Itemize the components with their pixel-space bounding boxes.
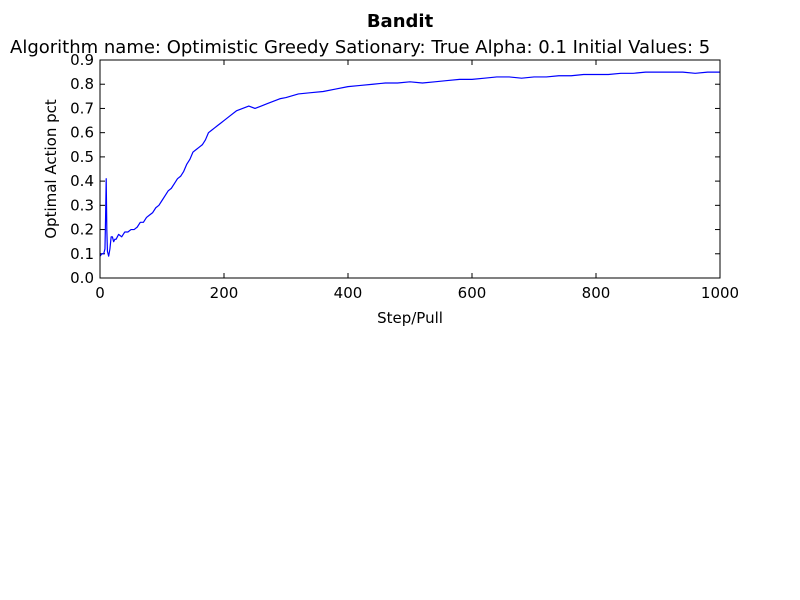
x-tick-label: 400	[334, 284, 363, 302]
y-axis-label: Optimal Action pct	[42, 99, 60, 239]
x-tick-label: 200	[210, 284, 239, 302]
x-tick-label: 800	[582, 284, 611, 302]
y-tick-label: 0.2	[70, 221, 94, 239]
x-tick-label: 1000	[701, 284, 739, 302]
x-axis-label: Step/Pull	[377, 309, 443, 327]
y-tick-label: 0.7	[70, 99, 94, 117]
plot-frame	[99, 59, 721, 279]
series-line	[99, 71, 720, 257]
x-axis-ticks: 0 200 400 600 800 1000	[95, 60, 739, 302]
x-tick-label: 600	[458, 284, 487, 302]
y-tick-label: 0.9	[70, 51, 94, 69]
x-tick-label: 0	[95, 284, 105, 302]
y-tick-label: 0.1	[70, 245, 94, 263]
chart-subtitle: Algorithm name: Optimistic Greedy Sation…	[10, 37, 710, 58]
y-tick-label: 0.5	[70, 148, 94, 166]
chart-title: Bandit	[367, 11, 434, 32]
y-tick-label: 0.6	[70, 124, 94, 142]
y-tick-label: 0.0	[70, 269, 94, 287]
y-tick-label: 0.3	[70, 196, 94, 214]
y-axis-ticks: 0.0 0.1 0.2 0.3 0.4 0.5 0.6 0.7 0.8 0.9	[70, 51, 720, 287]
y-tick-label: 0.4	[70, 172, 94, 190]
y-tick-label: 0.8	[70, 75, 94, 93]
